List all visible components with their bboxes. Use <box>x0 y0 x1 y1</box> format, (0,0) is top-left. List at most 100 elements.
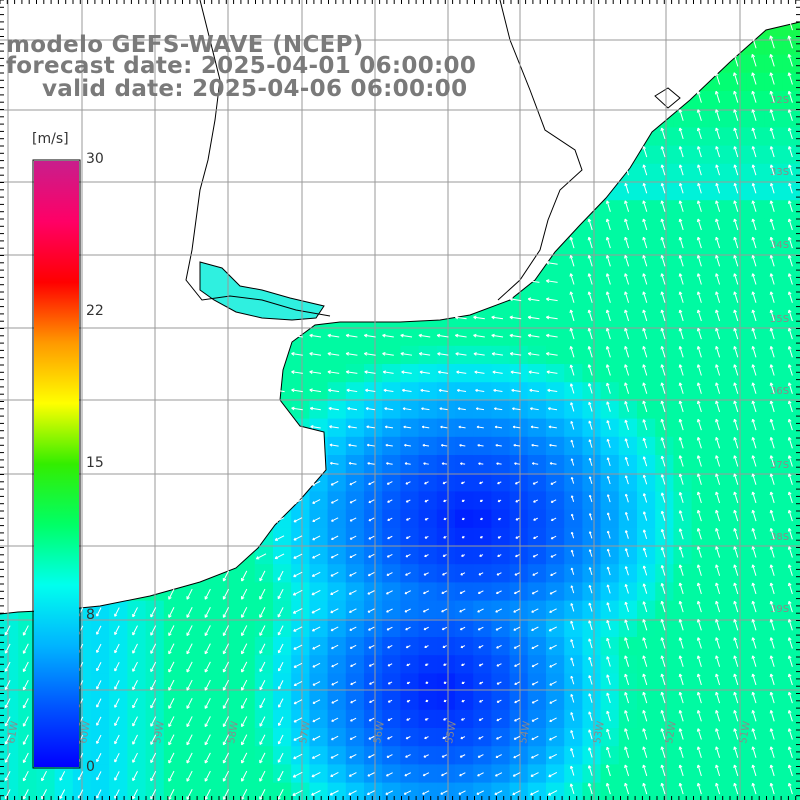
wind-arrow <box>678 400 684 413</box>
wind-arrow <box>769 236 775 249</box>
wind-arrow <box>733 236 739 249</box>
wind-arrow <box>769 764 775 777</box>
wind-arrow <box>678 564 684 576</box>
wind-arrow <box>458 790 466 795</box>
wind-arrow <box>569 383 575 394</box>
wind-arrow <box>660 255 666 267</box>
wind-arrow <box>733 655 739 667</box>
wind-arrow <box>624 182 629 194</box>
wind-arrow <box>678 255 684 267</box>
wind-arrow <box>678 164 684 176</box>
wind-arrow <box>255 553 267 560</box>
wind-arrow <box>787 619 793 631</box>
wind-arrow <box>476 425 484 429</box>
wind-arrow <box>787 291 793 303</box>
wind-arrow <box>186 716 193 728</box>
wind-arrow <box>624 327 630 340</box>
wind-arrow <box>277 716 284 726</box>
wind-arrow <box>368 517 375 522</box>
wind-arrow <box>769 600 775 613</box>
wind-arrow <box>678 528 684 540</box>
wind-arrow <box>222 716 230 728</box>
wind-arrow <box>715 728 721 740</box>
wind-arrow <box>642 547 648 558</box>
wind-arrow <box>751 637 757 649</box>
wind-arrow <box>291 370 303 374</box>
wind-arrow <box>4 625 11 636</box>
wind-arrow <box>186 752 193 764</box>
wind-arrow <box>769 746 775 758</box>
wind-arrow <box>787 236 793 249</box>
wind-arrow <box>437 370 449 374</box>
wind-arrow <box>546 333 558 338</box>
wind-arrow <box>696 146 702 158</box>
wind-arrow <box>696 437 702 449</box>
wind-arrow <box>787 255 793 267</box>
wind-arrow <box>496 663 502 667</box>
wind-arrow <box>330 499 339 504</box>
wind-arrow <box>331 717 339 722</box>
wind-arrow <box>715 364 721 376</box>
wind-arrow <box>606 746 611 758</box>
title-forecast-date: forecast date: 2025-04-01 06:00:00 <box>6 53 477 79</box>
wind-arrow <box>442 645 447 649</box>
wind-arrow <box>459 608 466 613</box>
wind-arrow <box>751 182 757 194</box>
wind-arrow <box>605 346 611 358</box>
wind-arrow <box>349 499 357 504</box>
wind-arrow <box>715 382 721 394</box>
wind-arrow <box>678 710 684 722</box>
wind-arrow <box>787 455 793 467</box>
wind-arrow <box>293 571 303 578</box>
river-border <box>497 0 583 301</box>
wind-arrow <box>311 753 321 759</box>
wind-arrow <box>259 752 266 764</box>
wind-arrow <box>751 491 757 504</box>
wind-arrow <box>477 443 484 447</box>
wind-arrow <box>241 734 248 746</box>
wind-arrow <box>570 657 575 667</box>
wind-arrow <box>331 699 339 704</box>
wind-arrow <box>642 493 648 503</box>
wind-arrow <box>330 480 339 486</box>
wind-arrow <box>570 747 575 758</box>
wind-arrow <box>769 710 775 722</box>
wind-arrow <box>531 644 539 650</box>
wind-arrow <box>769 346 775 358</box>
wind-arrow <box>404 590 411 595</box>
wind-arrow <box>769 146 775 158</box>
wind-arrow <box>733 291 739 303</box>
wind-arrow <box>455 352 467 356</box>
wind-arrow <box>787 127 793 140</box>
wind-arrow <box>150 716 157 727</box>
wind-arrow <box>22 716 29 727</box>
wind-arrow <box>168 698 175 709</box>
wind-arrow <box>186 643 193 655</box>
wind-arrow <box>349 481 357 486</box>
wind-arrow <box>327 351 340 356</box>
wind-arrow <box>168 716 175 728</box>
wind-arrow <box>222 588 230 600</box>
wind-arrow <box>478 645 484 649</box>
wind-arrow <box>715 473 721 485</box>
wind-arrow <box>733 710 739 722</box>
wind-arrow <box>696 528 702 540</box>
lon-label: 61W <box>6 720 21 744</box>
wind-arrow <box>277 661 284 672</box>
wind-arrow <box>606 619 611 631</box>
wind-arrow <box>546 279 558 283</box>
wind-arrow <box>733 600 739 613</box>
wind-arrow <box>424 736 429 740</box>
wind-arrow <box>330 590 339 596</box>
wind-arrow <box>715 782 721 795</box>
wind-arrow <box>751 710 757 722</box>
wind-arrow <box>715 255 721 267</box>
wind-arrow <box>347 425 357 429</box>
wind-arrow <box>41 770 47 782</box>
wind-arrow <box>715 600 721 613</box>
wind-arrow <box>330 753 339 759</box>
wind-arrow <box>550 535 557 540</box>
lon-label: 52W <box>664 720 679 744</box>
wind-arrow <box>293 699 303 705</box>
wind-arrow <box>769 309 775 322</box>
